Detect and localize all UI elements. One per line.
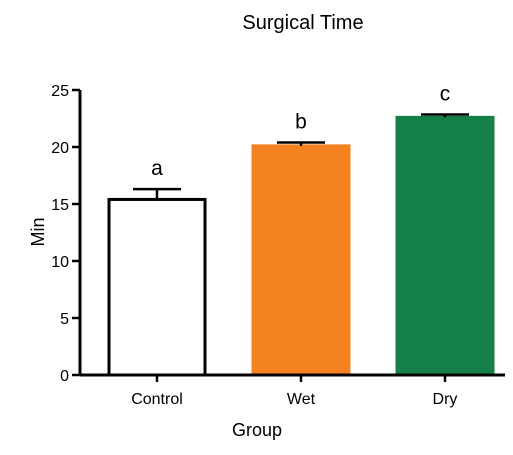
x-tick-label: Wet [287,391,316,408]
bar-dry [395,115,495,377]
significance-label-control: a [151,157,163,180]
bar-wet [251,144,351,377]
y-tick-label: 25 [51,83,69,100]
y-tick-label: 15 [51,197,69,214]
significance-label-wet: b [295,110,307,133]
bar-control [107,197,207,377]
y-tick-label: 20 [51,140,69,157]
plot-area: a Control b Wet c Dry 0 5 10 15 20 25 [51,83,505,408]
x-axis-label: Group [232,420,282,440]
significance-label-dry: c [440,83,451,106]
y-tick-label: 10 [51,254,69,271]
y-axis-label: Min [28,217,48,246]
y-tick-label: 5 [60,311,69,328]
x-tick-label: Control [131,391,183,408]
y-tick-label: 0 [60,368,69,385]
x-tick-label: Dry [433,391,458,408]
chart-title: Surgical Time [242,12,363,34]
